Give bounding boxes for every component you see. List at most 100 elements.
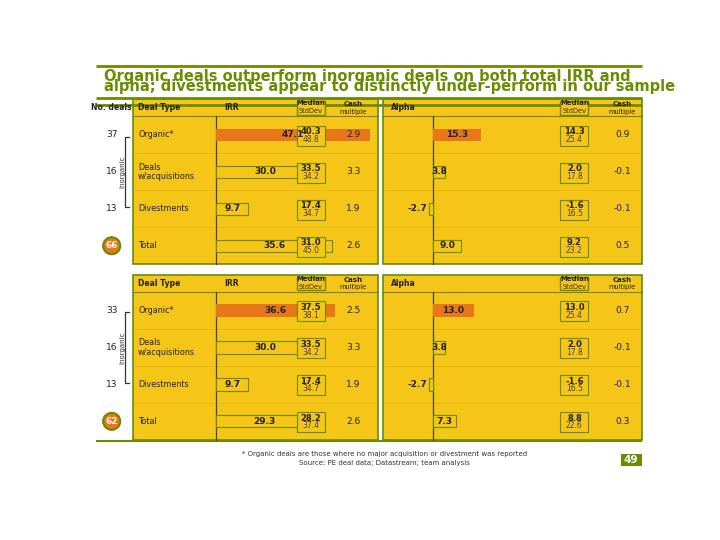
Bar: [433, 166, 445, 178]
Text: Cash: Cash: [344, 101, 363, 107]
Text: -0.1: -0.1: [613, 167, 631, 177]
Bar: [433, 415, 456, 428]
Text: Organic*: Organic*: [138, 130, 174, 139]
Text: 16: 16: [106, 167, 117, 177]
Text: 34.2: 34.2: [302, 348, 319, 356]
Text: -0.1: -0.1: [613, 204, 631, 213]
Text: Inorganic: Inorganic: [120, 331, 125, 363]
Text: Deals: Deals: [138, 338, 161, 347]
Text: 3.8: 3.8: [431, 343, 447, 352]
Text: StdDev: StdDev: [562, 108, 586, 114]
Text: 28.2: 28.2: [300, 414, 321, 423]
Text: Alpha: Alpha: [391, 104, 415, 112]
Bar: [560, 101, 588, 115]
Bar: [297, 276, 325, 291]
Bar: [560, 200, 588, 220]
Bar: [621, 454, 642, 466]
Text: 9.0: 9.0: [439, 241, 455, 250]
Bar: [560, 276, 588, 291]
Text: 66: 66: [105, 241, 118, 250]
Text: StdDev: StdDev: [562, 284, 586, 289]
Circle shape: [103, 237, 120, 254]
Text: 34.7: 34.7: [302, 384, 320, 394]
Text: Alpha: Alpha: [391, 279, 415, 288]
Text: 9.7: 9.7: [224, 380, 240, 389]
Bar: [297, 338, 325, 358]
Text: IRR: IRR: [224, 104, 239, 112]
Text: 8.8: 8.8: [567, 414, 582, 423]
Text: 3.3: 3.3: [346, 167, 361, 177]
Text: 47.1: 47.1: [282, 130, 304, 139]
Text: Organic*: Organic*: [138, 306, 174, 315]
Text: 2.6: 2.6: [346, 241, 361, 250]
Bar: [216, 378, 248, 390]
Text: 0.3: 0.3: [615, 417, 629, 426]
Bar: [383, 99, 642, 264]
Text: 17.4: 17.4: [300, 377, 321, 386]
Bar: [216, 341, 314, 354]
Text: Median: Median: [297, 276, 325, 282]
Text: Median: Median: [560, 100, 589, 106]
Bar: [297, 101, 325, 115]
Bar: [560, 412, 588, 432]
Text: 33.5: 33.5: [300, 164, 321, 173]
Text: 2.6: 2.6: [346, 417, 361, 426]
Bar: [216, 415, 312, 428]
Text: Source: PE deal data; Datastream; team analysis: Source: PE deal data; Datastream; team a…: [299, 460, 470, 466]
Text: 30.0: 30.0: [254, 343, 276, 352]
Text: 3.8: 3.8: [431, 167, 447, 177]
Text: 37: 37: [106, 130, 117, 139]
Text: 17.4: 17.4: [300, 201, 321, 210]
Text: 13.0: 13.0: [564, 303, 585, 312]
Text: 1.9: 1.9: [346, 380, 361, 389]
Text: 15.3: 15.3: [446, 130, 468, 139]
Text: 35.6: 35.6: [264, 241, 285, 250]
Bar: [560, 301, 588, 321]
Bar: [216, 129, 369, 141]
Bar: [297, 163, 325, 183]
Text: -2.7: -2.7: [408, 204, 428, 213]
Bar: [297, 412, 325, 432]
Text: 48.8: 48.8: [302, 135, 319, 144]
Text: w/acquisitions: w/acquisitions: [138, 348, 195, 356]
Text: -2.7: -2.7: [408, 380, 428, 389]
Text: 37.4: 37.4: [302, 421, 320, 430]
Text: 30.0: 30.0: [254, 167, 276, 177]
Circle shape: [103, 413, 120, 430]
Text: 9.2: 9.2: [567, 238, 582, 247]
Text: Total: Total: [138, 417, 157, 426]
Text: 3.3: 3.3: [346, 343, 361, 352]
Bar: [560, 375, 588, 395]
Text: w/acquisitions: w/acquisitions: [138, 172, 195, 181]
Text: 33.5: 33.5: [300, 340, 321, 349]
Text: Deals: Deals: [138, 163, 161, 172]
Bar: [433, 341, 445, 354]
Text: Cash: Cash: [613, 276, 632, 282]
Text: Median: Median: [297, 100, 325, 106]
Bar: [216, 166, 314, 178]
Text: Deal Type: Deal Type: [138, 279, 181, 288]
Text: 16.5: 16.5: [566, 384, 582, 394]
Text: multiple: multiple: [340, 109, 367, 115]
Text: Inorganic: Inorganic: [120, 156, 125, 188]
Text: Divestments: Divestments: [138, 204, 189, 213]
Bar: [216, 304, 336, 316]
Bar: [132, 99, 378, 264]
Text: 37.5: 37.5: [300, 303, 321, 312]
Text: Total: Total: [138, 241, 157, 250]
Text: 22.6: 22.6: [566, 421, 582, 430]
Bar: [560, 126, 588, 146]
Text: 29.3: 29.3: [253, 417, 275, 426]
Text: 16.5: 16.5: [566, 209, 582, 218]
Text: Cash: Cash: [613, 101, 632, 107]
Text: Cash: Cash: [344, 276, 363, 282]
Text: 2.0: 2.0: [567, 340, 582, 349]
Text: -1.6: -1.6: [565, 377, 584, 386]
Bar: [433, 240, 462, 252]
Text: 34.2: 34.2: [302, 172, 319, 181]
Text: 36.6: 36.6: [265, 306, 287, 315]
Text: 13: 13: [106, 204, 117, 213]
Text: 13.0: 13.0: [443, 306, 464, 315]
Text: 23.2: 23.2: [566, 246, 582, 255]
Text: Divestments: Divestments: [138, 380, 189, 389]
